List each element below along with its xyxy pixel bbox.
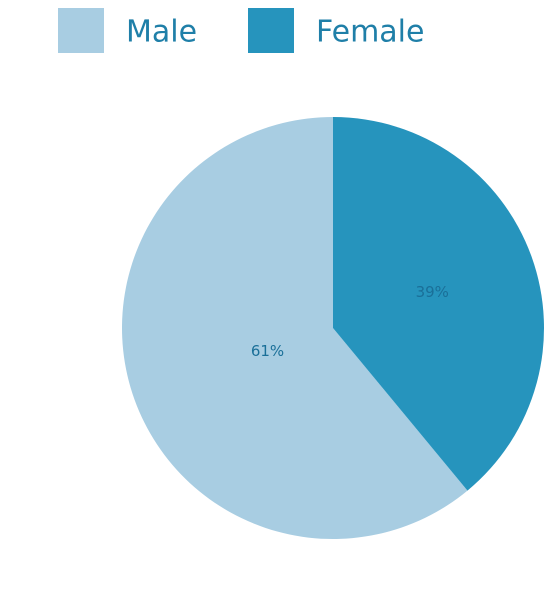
legend-label: Male — [126, 15, 197, 50]
slice-label: 39% — [416, 283, 449, 301]
legend-swatch — [248, 8, 294, 53]
legend-swatch — [58, 8, 104, 53]
pie-slice — [333, 117, 545, 491]
pie-slice — [122, 117, 468, 539]
slice-label: 61% — [251, 342, 284, 360]
legend-label: Female — [316, 15, 424, 50]
